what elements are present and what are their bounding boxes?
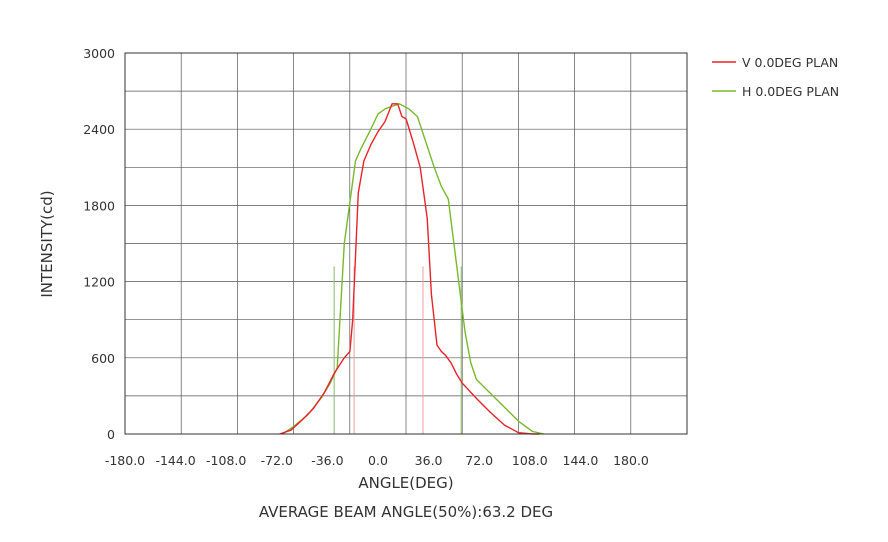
beam-angle-caption: AVERAGE BEAM ANGLE(50%):63.2 DEG [259, 503, 553, 521]
plot-frame [124, 52, 688, 435]
series-v-line [279, 103, 540, 435]
x-tick-labels: -180.0 -144.0 -108.0 -72.0 -36.0 0.0 36.0 72.0 1… [105, 453, 649, 468]
legend-label-h: H 0.0DEG PLAN [742, 84, 839, 99]
legend-label-v: V 0.0DEG PLAN [742, 55, 838, 70]
series-lines [279, 103, 545, 435]
x-tick-label: 144.0 [563, 453, 599, 468]
x-tick-label: -36.0 [311, 453, 343, 468]
grid [125, 53, 687, 434]
y-tick-label: 3000 [83, 46, 115, 61]
beam-angle-markers [333, 266, 462, 434]
x-tick-label: 36.0 [415, 453, 443, 468]
x-tick-label: 108.0 [512, 453, 548, 468]
x-tick-label: -180.0 [105, 453, 145, 468]
x-tick-label: -108.0 [206, 453, 246, 468]
x-tick-label: 72.0 [465, 453, 493, 468]
x-tick-label: -72.0 [261, 453, 293, 468]
x-tick-label: 0.0 [368, 453, 388, 468]
y-tick-labels: 0 600 1200 1800 2400 3000 [83, 46, 115, 442]
series-h-line [282, 103, 545, 435]
y-tick-label: 600 [91, 351, 115, 366]
y-tick-label: 2400 [83, 122, 115, 137]
x-tick-label: -144.0 [155, 453, 195, 468]
legend: V 0.0DEG PLAN H 0.0DEG PLAN [712, 55, 839, 99]
y-tick-label: 1200 [83, 275, 115, 290]
x-tick-label: 180.0 [613, 453, 649, 468]
y-tick-label: 0 [107, 427, 115, 442]
y-tick-label: 1800 [83, 198, 115, 213]
x-axis-title: ANGLE(DEG) [358, 474, 453, 492]
y-axis-title: INTENSITY(cd) [38, 190, 56, 297]
